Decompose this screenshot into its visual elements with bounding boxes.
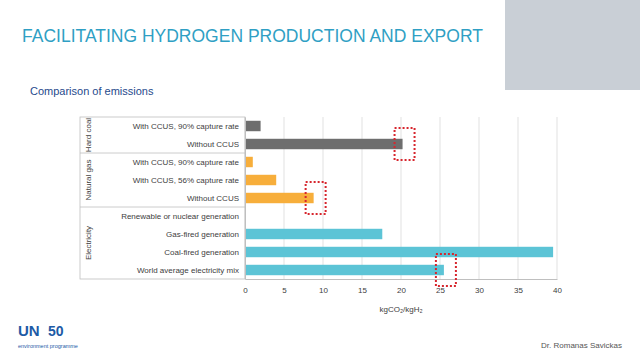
- bar: [245, 121, 261, 131]
- slide-title: FACILITATING HYDROGEN PRODUCTION AND EXP…: [22, 26, 483, 46]
- bars: [245, 121, 553, 275]
- y-tick: Without CCUS: [187, 194, 245, 203]
- bar: [245, 247, 553, 257]
- x-tick-label: 10: [319, 286, 328, 295]
- y-tick: World average electricity mix: [137, 266, 245, 275]
- highlights: [306, 128, 456, 286]
- y-tick-label: With CCUS, 90% capture rate: [133, 122, 240, 131]
- highlight-box: [395, 128, 415, 160]
- y-tick: Coal-fired generation: [164, 248, 245, 257]
- y-tick-label: Without CCUS: [187, 140, 239, 149]
- bar: [245, 157, 253, 167]
- logo-mark: UN: [18, 322, 40, 339]
- x-axis: 0 5 10 15 20 25 30 35 40: [243, 279, 562, 295]
- label-frame: Hard coal Natural gas Electricity: [80, 117, 245, 279]
- bar: [245, 265, 444, 275]
- y-tick-label: Without CCUS: [187, 194, 239, 203]
- logo-text: environment programme: [18, 343, 78, 349]
- x-tick: 25: [436, 279, 445, 295]
- x-tick-label: 5: [282, 286, 287, 295]
- x-tick-label: 30: [475, 286, 484, 295]
- y-tick: With CCUS, 90% capture rate: [133, 122, 245, 131]
- highlight-box: [306, 182, 326, 214]
- y-tick-label: World average electricity mix: [137, 266, 239, 275]
- y-tick-label: Coal-fired generation: [164, 248, 239, 257]
- y-axis: With CCUS, 90% capture rate Without CCUS W…: [121, 118, 245, 280]
- x-tick-label: 25: [436, 286, 445, 295]
- x-axis-title: kgCO₂/kgH₂: [379, 305, 422, 314]
- y-tick: Without CCUS: [187, 140, 245, 149]
- webcam: [505, 0, 640, 90]
- x-tick: 10: [319, 279, 328, 295]
- x-tick: 35: [514, 279, 523, 295]
- y-tick-label: With CCUS, 90% capture rate: [133, 158, 240, 167]
- group-label: Electricity: [84, 226, 93, 260]
- y-tick: Renewable or nuclear generation: [121, 212, 245, 221]
- x-tick-label: 40: [553, 286, 562, 295]
- x-tick-label: 35: [514, 286, 523, 295]
- group-separator: [80, 153, 245, 154]
- y-tick-label: Gas-fired generation: [166, 230, 239, 239]
- y-axis-line: [245, 118, 246, 280]
- group-label: Hard coal: [84, 118, 93, 152]
- x-axis-line: [246, 279, 558, 280]
- highlight-box: [436, 254, 456, 286]
- x-tick-label: 20: [397, 286, 406, 295]
- y-tick-label: With CCUS, 56% capture rate: [133, 176, 240, 185]
- x-tick-label: 15: [358, 286, 367, 295]
- x-tick: 30: [475, 279, 484, 295]
- slide: FACILITATING HYDROGEN PRODUCTION AND EXP…: [0, 0, 640, 360]
- x-tick-label: 0: [243, 286, 248, 295]
- x-tick: 15: [358, 279, 367, 295]
- y-tick-label: Renewable or nuclear generation: [121, 212, 239, 221]
- bar: [245, 175, 276, 185]
- y-tick: Gas-fired generation: [166, 230, 245, 239]
- x-tick: 20: [397, 279, 406, 295]
- bar: [245, 139, 403, 149]
- grid: [245, 117, 557, 279]
- bar: [245, 193, 314, 203]
- x-tick: 0: [243, 279, 248, 295]
- grid-line: [557, 117, 558, 279]
- group-separator: [80, 207, 245, 208]
- bar: [245, 229, 382, 239]
- logo-year: 50: [48, 323, 64, 339]
- y-tick: With CCUS, 56% capture rate: [133, 176, 245, 185]
- y-tick: With CCUS, 90% capture rate: [133, 158, 245, 167]
- author: Dr. Romanas Savickas: [541, 341, 622, 350]
- x-tick: 5: [282, 279, 287, 295]
- group-label: Natural gas: [84, 160, 93, 201]
- label-box: [80, 117, 245, 279]
- x-tick: 40: [553, 279, 562, 295]
- chart-title: Comparison of emissions: [30, 85, 154, 97]
